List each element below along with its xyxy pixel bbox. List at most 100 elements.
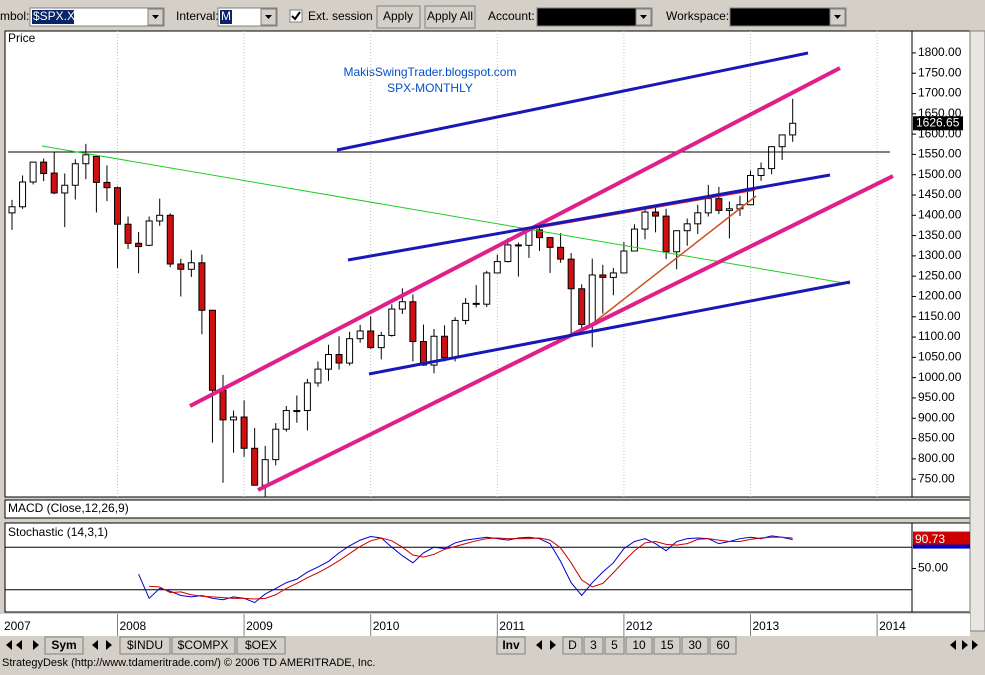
scrollbar[interactable] [969, 30, 985, 632]
period-tab[interactable] [625, 636, 653, 655]
candle-body [462, 302, 470, 321]
candle-body [303, 382, 311, 412]
account-field[interactable] [536, 7, 653, 27]
y-tick-label: 50.00 [918, 561, 948, 575]
candle-body [504, 244, 512, 263]
apply-text: Apply [383, 9, 413, 23]
nav-arrow[interactable] [550, 640, 556, 650]
candle-body [715, 198, 723, 211]
apply-all-button[interactable] [424, 5, 476, 29]
ext-session-label: Ext. session [308, 9, 373, 23]
symbol-tab[interactable] [236, 636, 286, 655]
apply-button[interactable] [376, 5, 421, 29]
candle-body [8, 206, 16, 214]
candle-body [493, 261, 501, 274]
period-tab-text: 10 [632, 638, 646, 652]
symbol-label: mbol: [0, 9, 29, 23]
candle-body [599, 274, 607, 278]
candle-body [673, 230, 681, 253]
candle-body [346, 338, 354, 364]
candle-body [282, 410, 290, 430]
candle-body [124, 223, 132, 244]
nav-arrow[interactable] [962, 640, 968, 650]
nav-arrow[interactable] [972, 640, 978, 650]
y-tick-label: 1300.00 [918, 248, 962, 262]
period-tabs: D 3 5 10 15 30 60 [562, 636, 737, 655]
candle-body [430, 335, 438, 366]
nav-arrow[interactable] [33, 640, 39, 650]
period-tab[interactable] [681, 636, 709, 655]
nav-arrow[interactable] [106, 640, 112, 650]
y-tick-label: 1150.00 [918, 309, 961, 323]
period-tab[interactable] [653, 636, 681, 655]
period-tab[interactable] [604, 636, 625, 655]
y-tick-label: 1100.00 [918, 329, 961, 343]
candle-body [293, 410, 301, 413]
candle-body [557, 246, 565, 260]
workspace-label: Workspace: [666, 9, 729, 23]
stochastic-line [149, 536, 793, 600]
y-tick-label: 1350.00 [918, 228, 962, 242]
candle-body [567, 258, 575, 290]
y-tick-label: 850.00 [918, 431, 955, 445]
dropdown-arrow [640, 15, 647, 19]
candle-body [61, 184, 69, 194]
x-tick-label: 2009 [246, 619, 273, 633]
checkmark [291, 11, 301, 21]
period-tab-text: D [568, 638, 577, 652]
nav-arrow[interactable] [92, 640, 98, 650]
period-tab[interactable] [583, 636, 604, 655]
symbol-tab[interactable] [119, 636, 171, 655]
candle-body [609, 272, 617, 278]
x-tick-label: 2007 [4, 619, 31, 633]
x-tick-label: 2012 [626, 619, 653, 633]
candle-body [514, 244, 522, 247]
candle-body [641, 211, 649, 230]
candle-body [388, 308, 396, 336]
symbol-tab-text: $INDU [127, 638, 163, 652]
nav-arrow[interactable] [6, 640, 12, 650]
x-tick-label: 2011 [499, 619, 525, 633]
stochastic-lines [5, 535, 912, 604]
dropdown-arrow [834, 15, 841, 19]
value-label: 90.73 [915, 532, 945, 546]
inv-tab[interactable] [496, 636, 526, 655]
nav-arrow[interactable] [950, 640, 956, 650]
nav-arrow[interactable] [16, 640, 22, 650]
candle-body [82, 154, 90, 165]
candle-body [314, 368, 322, 384]
sym-text: Sym [51, 638, 76, 652]
last-price-box [913, 116, 963, 131]
period-tab-text: 15 [660, 638, 674, 652]
candle-body [230, 416, 238, 421]
candle-body [588, 274, 596, 325]
stochastic-line [138, 535, 793, 604]
candle-body [50, 172, 58, 194]
candle-body [704, 198, 712, 214]
period-tab[interactable] [709, 636, 737, 655]
workspace-field[interactable] [729, 7, 847, 27]
candle-body [198, 262, 206, 311]
candle-body [578, 288, 586, 325]
y-tick-label: 1200.00 [918, 289, 962, 303]
candle-body [335, 354, 343, 364]
candle-body [156, 214, 164, 222]
price-panel [4, 30, 971, 498]
candle-body [536, 229, 543, 239]
candle-body [441, 335, 449, 359]
candle-body [789, 122, 797, 136]
candle-body [187, 262, 195, 270]
y-tick-label: 1250.00 [918, 268, 962, 282]
nav-arrow[interactable] [536, 640, 542, 650]
symbol-tab[interactable] [171, 636, 236, 655]
symbol-highlight [32, 10, 74, 24]
period-tab[interactable] [562, 636, 583, 655]
candle-body [71, 163, 79, 186]
sym-tab[interactable] [44, 636, 84, 655]
candle-body [240, 416, 248, 449]
value-box [913, 531, 970, 547]
x-tick-label: 2010 [373, 619, 400, 633]
candles [8, 98, 797, 497]
candle-body [208, 309, 216, 391]
